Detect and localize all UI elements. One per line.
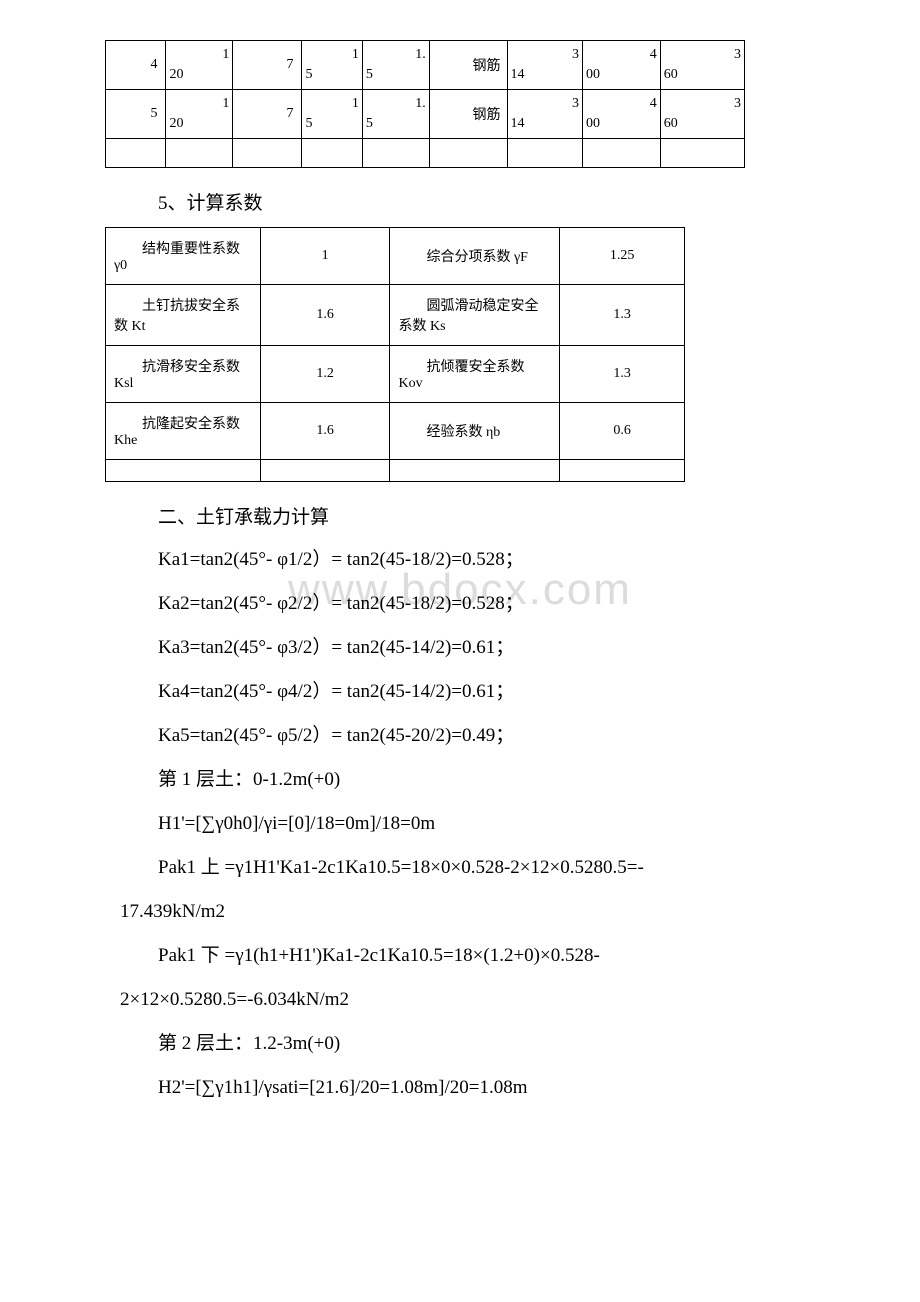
table-row: 结构重要性系数 γ01综合分项系数 γF1.25 [106,228,685,285]
table-cell [166,139,233,168]
coeff-value: 1 [260,228,390,285]
table-cell [106,139,166,168]
coeff-label: 经验系数 ηb [390,403,560,460]
pak1-upper-line1: Pak1 上 =γ1H1'Ka1-2c1Ka10.5=18×0×0.528-2×… [120,849,800,887]
calc-line: Ka5=tan2(45°- φ5/2）= tan2(45-20/2)=0.49； [120,717,800,755]
table-cell: 4 [106,41,166,90]
table-row-empty [106,139,745,168]
table-cell [106,460,261,482]
table-cell [362,139,429,168]
calc-line: H1'=[∑γ0h0]/γi=[0]/18=0m]/18=0m [120,805,800,843]
table-cell: 314 [507,90,583,139]
coeff-label: 抗隆起安全系数 Khe [106,403,261,460]
table-row: 51207151.5钢筋314400360 [106,90,745,139]
table-cell: 120 [166,41,233,90]
coeff-value: 1.6 [260,403,390,460]
coeff-label: 结构重要性系数 γ0 [106,228,261,285]
table-cell: 1.5 [362,41,429,90]
calc-line: Ka1=tan2(45°- φ1/2）= tan2(45-18/2)=0.528… [120,541,800,579]
table-cell: 7 [233,90,302,139]
table-cell: 钢筋 [429,90,507,139]
coeff-value: 1.25 [560,228,685,285]
calc-line: Ka4=tan2(45°- φ4/2）= tan2(45-14/2)=0.61； [120,673,800,711]
table-cell [302,139,362,168]
table-cell [390,460,560,482]
table-cell: 360 [660,90,744,139]
table-1: 41207151.5钢筋31440036051207151.5钢筋3144003… [105,40,745,168]
table-cell: 1.5 [362,90,429,139]
table-2-coefficients: 结构重要性系数 γ01综合分项系数 γF1.25土钉抗拔安全系数 Kt1.6圆弧… [105,227,685,482]
coeff-label: 综合分项系数 γF [390,228,560,285]
calc-line: 第 1 层土：0-1.2m(+0) [120,761,800,799]
table-cell [507,139,583,168]
table-cell: 120 [166,90,233,139]
table-row: 抗隆起安全系数 Khe1.6经验系数 ηb0.6 [106,403,685,460]
table-cell: 400 [583,41,661,90]
table-cell [560,460,685,482]
table-row: 抗滑移安全系数 Ksl1.2抗倾覆安全系数 Kov1.3 [106,346,685,403]
table-cell: 7 [233,41,302,90]
table-row: 土钉抗拔安全系数 Kt1.6圆弧滑动稳定安全系数 Ks1.3 [106,285,685,346]
calc-line: H2'=[∑γ1h1]/γsati=[21.6]/20=1.08m]/20=1.… [120,1069,800,1107]
table-cell: 钢筋 [429,41,507,90]
coeff-label: 圆弧滑动稳定安全系数 Ks [390,285,560,346]
table-cell: 314 [507,41,583,90]
table-cell: 360 [660,41,744,90]
pak1-upper-line2: 17.439kN/m2 [120,893,800,931]
coeff-label: 土钉抗拔安全系数 Kt [106,285,261,346]
table-cell: 400 [583,90,661,139]
section-title-bearing: 二、土钉承载力计算 [120,502,800,529]
pak1-lower-line1: Pak1 下 =γ1(h1+H1')Ka1-2c1Ka10.5=18×(1.2+… [120,937,800,975]
table-cell [233,139,302,168]
coeff-label: 抗滑移安全系数 Ksl [106,346,261,403]
table-cell [429,139,507,168]
pak1-lower-line2: 2×12×0.5280.5=-6.034kN/m2 [120,981,800,1019]
table-cell: 15 [302,41,362,90]
table-cell [660,139,744,168]
table-cell [260,460,390,482]
coeff-value: 1.6 [260,285,390,346]
coeff-value: 1.2 [260,346,390,403]
coeff-label: 抗倾覆安全系数 Kov [390,346,560,403]
calc-line: Ka2=tan2(45°- φ2/2）= tan2(45-18/2)=0.528… [120,585,800,623]
coeff-value: 1.3 [560,285,685,346]
calc-line: 第 2 层土：1.2-3m(+0) [120,1025,800,1063]
table-cell [583,139,661,168]
calc-line: Ka3=tan2(45°- φ3/2）= tan2(45-14/2)=0.61； [120,629,800,667]
table-cell: 5 [106,90,166,139]
coeff-value: 0.6 [560,403,685,460]
table-row-empty [106,460,685,482]
table-row: 41207151.5钢筋314400360 [106,41,745,90]
section-title-coeffs: 5、计算系数 [120,188,800,215]
coeff-value: 1.3 [560,346,685,403]
table-cell: 15 [302,90,362,139]
